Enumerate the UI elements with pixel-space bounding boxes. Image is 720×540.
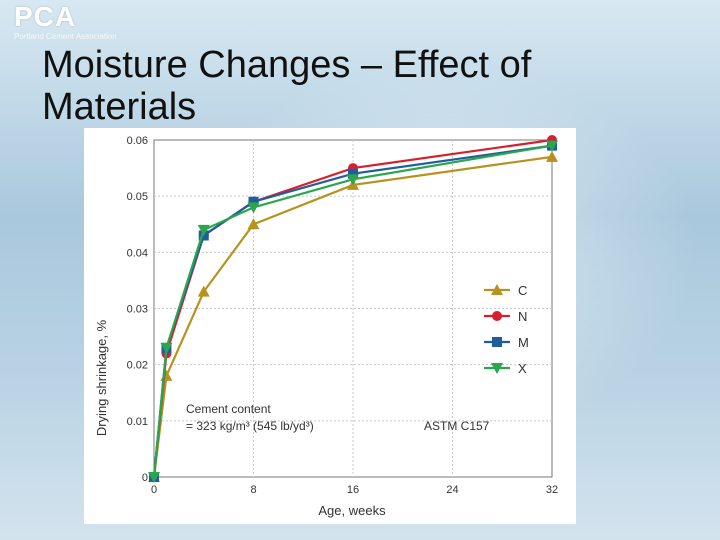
data-point-c (247, 218, 260, 230)
y-tick-label: 0.04 (127, 247, 148, 259)
y-tick-label: 0.05 (127, 191, 148, 203)
cement-content-label: Cement content (186, 402, 271, 416)
data-point-x (160, 342, 173, 354)
logo-subtitle: Portland Cement Association (14, 32, 117, 41)
x-tick-label: 16 (347, 484, 359, 496)
y-axis-label: Drying shrinkage, % (94, 319, 109, 436)
data-point-m (248, 196, 259, 207)
logo-mark: PCA (14, 1, 77, 32)
cement-content-value: = 323 kg/m³ (545 lb/yd³) (186, 419, 314, 433)
legend-marker-x (491, 363, 503, 374)
data-point-x (247, 202, 260, 214)
series-line-c (152, 155, 553, 478)
legend-label-x: X (518, 361, 527, 376)
slide-title: Moisture Changes – Effect of Materials (42, 44, 532, 128)
pca-logo: PCA Portland Cement Association (14, 2, 117, 42)
y-tick-label: 0.06 (127, 135, 148, 147)
data-point-c (197, 285, 210, 297)
legend-marker-c (491, 284, 503, 295)
grid-layer (153, 139, 553, 478)
series-line-x (152, 144, 553, 478)
x-tick-label: 24 (446, 484, 458, 496)
x-axis-label: Age, weeks (318, 503, 386, 518)
legend-marker-n (492, 311, 502, 321)
data-point-m (348, 168, 358, 179)
data-point-x (148, 472, 160, 483)
legend-label-c: C (518, 283, 527, 298)
legend-label-m: M (518, 335, 529, 350)
x-tick-label: 0 (151, 484, 157, 496)
y-tick-label: 0.03 (127, 304, 148, 316)
data-point-x (197, 224, 210, 236)
tick-layer: 0 0.01 0.02 0.03 0.04 0.05 0.06 0 8 16 24 32 (127, 135, 559, 496)
astm-label: ASTM C157 (424, 419, 490, 433)
series-layer (148, 135, 558, 483)
legend-marker-m (492, 337, 502, 347)
x-tick-label: 8 (250, 484, 256, 496)
x-tick-label: 32 (546, 484, 558, 496)
legend-label-n: N (518, 309, 527, 324)
y-tick-label: 0 (142, 472, 148, 484)
data-point-c (546, 150, 558, 162)
y-tick-label: 0.02 (127, 360, 148, 372)
data-point-x (546, 140, 558, 152)
y-tick-label: 0.01 (127, 416, 148, 428)
data-point-x (347, 174, 359, 186)
